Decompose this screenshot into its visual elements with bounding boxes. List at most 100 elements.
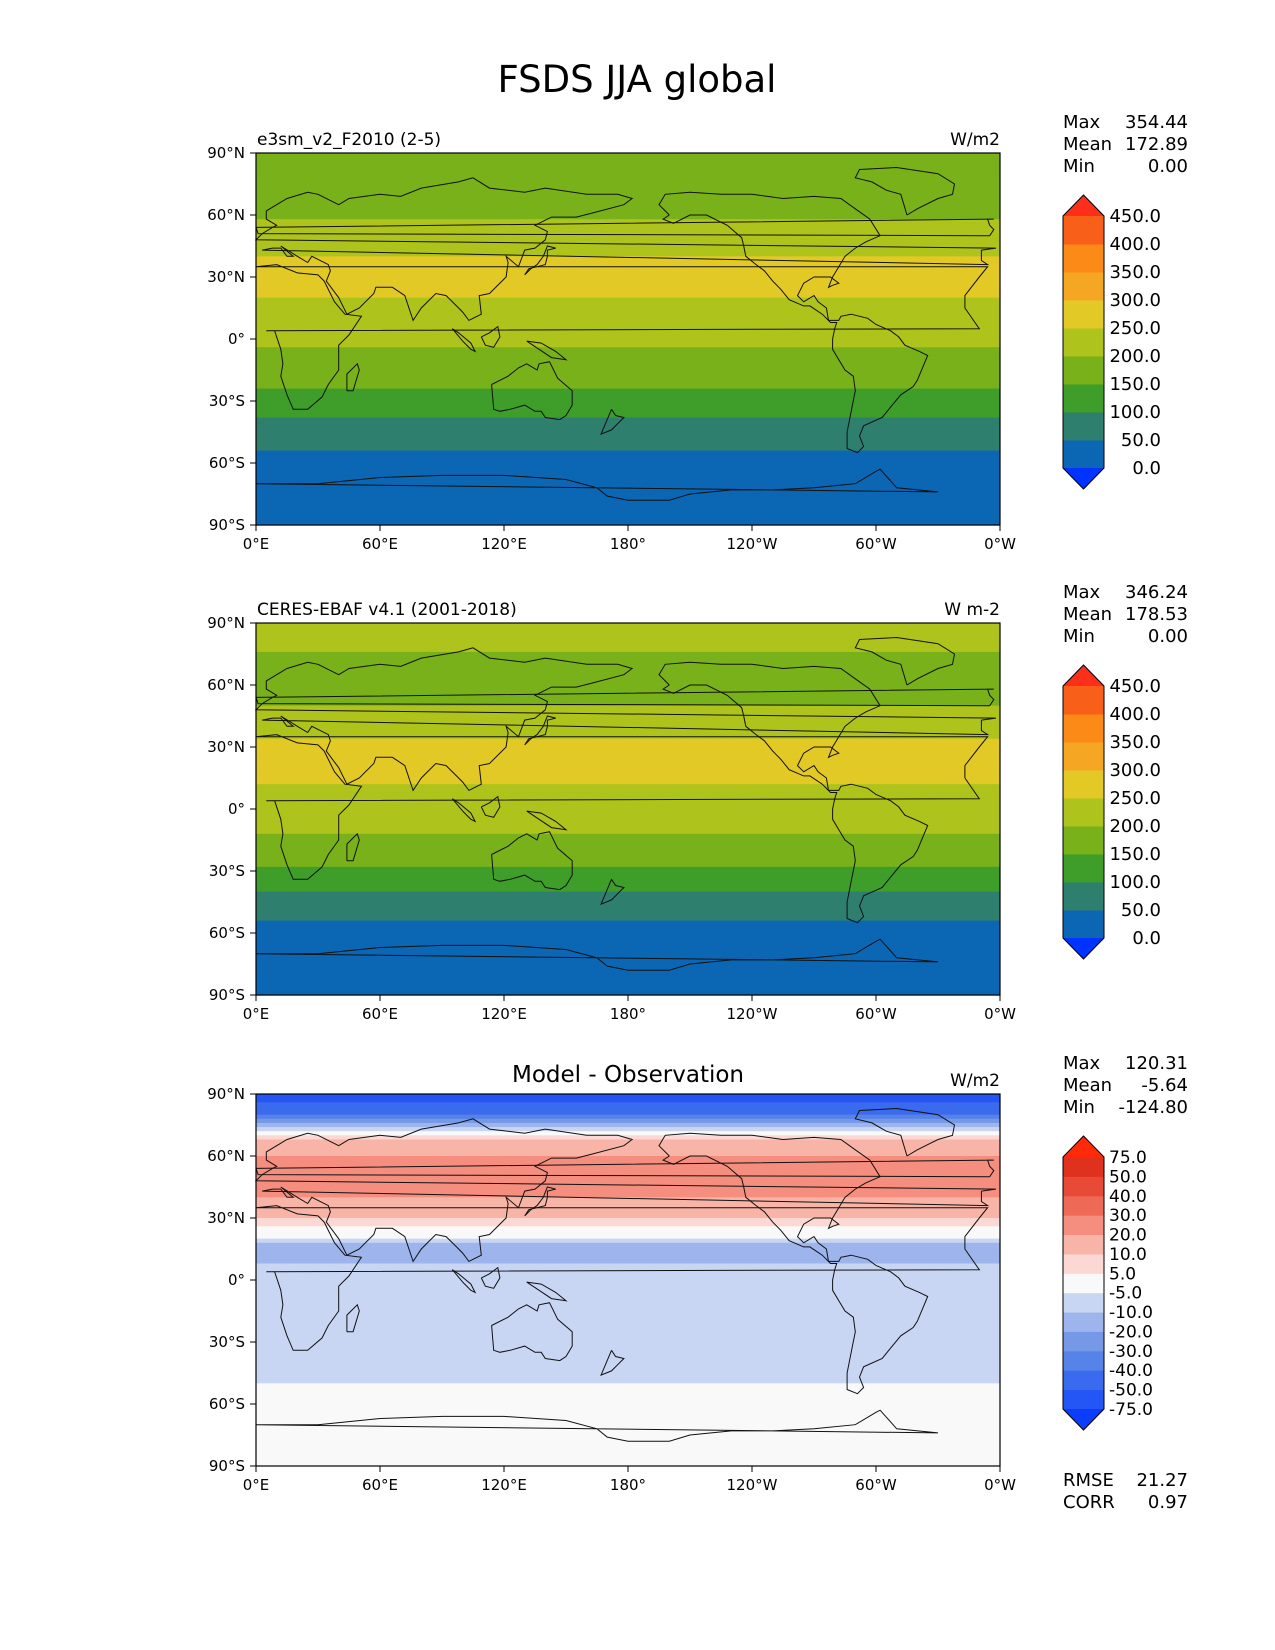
lon-tick-label: 60°E xyxy=(362,1476,398,1494)
map-band xyxy=(256,961,1000,967)
map-band xyxy=(256,330,1000,336)
map-band xyxy=(256,173,1000,179)
map-band xyxy=(256,1172,1000,1178)
stat-max: 346.24 xyxy=(1125,582,1188,603)
map-band xyxy=(256,235,1000,241)
map-band xyxy=(256,277,1000,282)
stat-label: Mean xyxy=(1063,604,1112,625)
colorbar-level: -20.0 xyxy=(1109,1322,1153,1342)
map-band xyxy=(256,454,1000,460)
coastline xyxy=(346,362,360,392)
map-band xyxy=(256,1184,1000,1190)
colorbar-level: 350.0 xyxy=(1109,732,1161,753)
map-band xyxy=(256,463,1000,468)
map-band xyxy=(256,1441,1000,1446)
map-band xyxy=(256,508,1000,514)
map-band xyxy=(256,1106,1000,1112)
colorbar-segment xyxy=(1063,1312,1104,1332)
map-band xyxy=(256,190,1000,195)
map-band xyxy=(256,933,1000,938)
map-band xyxy=(256,957,1000,963)
map-band xyxy=(256,297,1000,303)
coastline xyxy=(254,177,996,322)
map-band xyxy=(256,376,1000,381)
colorbar-level: 200.0 xyxy=(1109,816,1161,837)
map-band xyxy=(256,301,1000,307)
map-band xyxy=(256,924,1000,930)
lat-tick-label: 60°S xyxy=(209,454,245,472)
coastline xyxy=(255,1159,995,1178)
stat-label: Max xyxy=(1063,1053,1101,1074)
map-band xyxy=(256,1143,1000,1149)
map-band xyxy=(256,928,1000,934)
map-band xyxy=(256,627,1000,632)
map-band xyxy=(256,1160,1000,1165)
colorbar-level: 50.0 xyxy=(1109,1167,1147,1187)
map-band xyxy=(256,1263,1000,1269)
map-band xyxy=(256,879,1000,884)
map-band xyxy=(256,1317,1000,1322)
coastline xyxy=(658,191,929,454)
map-band xyxy=(256,471,1000,476)
map-band xyxy=(256,392,1000,398)
map-band xyxy=(256,982,1000,988)
map-band xyxy=(256,1416,1000,1422)
map-band xyxy=(256,1168,1000,1174)
map-band xyxy=(256,177,1000,183)
colorbar-outline xyxy=(1062,1135,1105,1431)
map-band xyxy=(256,1404,1000,1409)
map-band xyxy=(256,1222,1000,1227)
map-band xyxy=(256,1280,1000,1285)
colorbar-level: 150.0 xyxy=(1109,844,1161,865)
map-band xyxy=(256,784,1000,789)
coastline xyxy=(254,647,996,792)
colorbar-segment xyxy=(1063,300,1104,329)
map-band xyxy=(256,829,1000,835)
colorbar-segment xyxy=(1063,826,1104,855)
map-band xyxy=(256,496,1000,501)
map-band xyxy=(256,986,1000,992)
map-band xyxy=(256,780,1000,785)
coastlines xyxy=(254,636,996,971)
map-band xyxy=(256,318,1000,324)
map-band xyxy=(256,1420,1000,1426)
colorbar-level: 40.0 xyxy=(1109,1187,1147,1207)
colorbar-bottom-extend xyxy=(1063,468,1104,489)
coastline xyxy=(480,325,501,348)
map-band xyxy=(256,1255,1000,1260)
coastline xyxy=(346,1303,360,1333)
map-band xyxy=(256,1284,1000,1289)
lat-tick-label: 0° xyxy=(228,330,245,348)
coastline xyxy=(255,938,939,971)
stat-min: 0.00 xyxy=(1148,626,1188,647)
colorbar-level: 100.0 xyxy=(1109,402,1161,423)
map-band xyxy=(256,1094,1000,1099)
colorbar-level: 200.0 xyxy=(1109,346,1161,367)
map-band xyxy=(256,516,1000,522)
map-band xyxy=(256,1387,1000,1393)
map-band xyxy=(256,966,1000,971)
colorbar-segment xyxy=(1063,1253,1104,1274)
colorbar-top-extend xyxy=(1063,1136,1104,1157)
map-band xyxy=(256,891,1000,897)
map-band xyxy=(256,289,1000,295)
map-band xyxy=(256,1180,1000,1186)
colorbar-level: 0.0 xyxy=(1132,458,1161,479)
lon-tick-label: 0°E xyxy=(243,535,270,553)
colorbar-level: 5.0 xyxy=(1109,1264,1136,1284)
colorbar-level: 400.0 xyxy=(1109,704,1161,725)
map-band xyxy=(256,429,1000,435)
map-band xyxy=(256,701,1000,707)
lon-tick-label: 120°E xyxy=(481,1005,527,1023)
map-band xyxy=(256,380,1000,386)
map-band xyxy=(256,223,1000,228)
stat-label: Min xyxy=(1063,156,1095,177)
map-band xyxy=(256,817,1000,822)
coastline xyxy=(600,1350,625,1377)
map-band xyxy=(256,1267,1000,1273)
coastline xyxy=(451,1269,477,1294)
map-band xyxy=(256,367,1000,373)
coastlines xyxy=(254,166,996,501)
lon-tick-label: 60°W xyxy=(855,535,897,553)
map-band xyxy=(256,623,1000,628)
